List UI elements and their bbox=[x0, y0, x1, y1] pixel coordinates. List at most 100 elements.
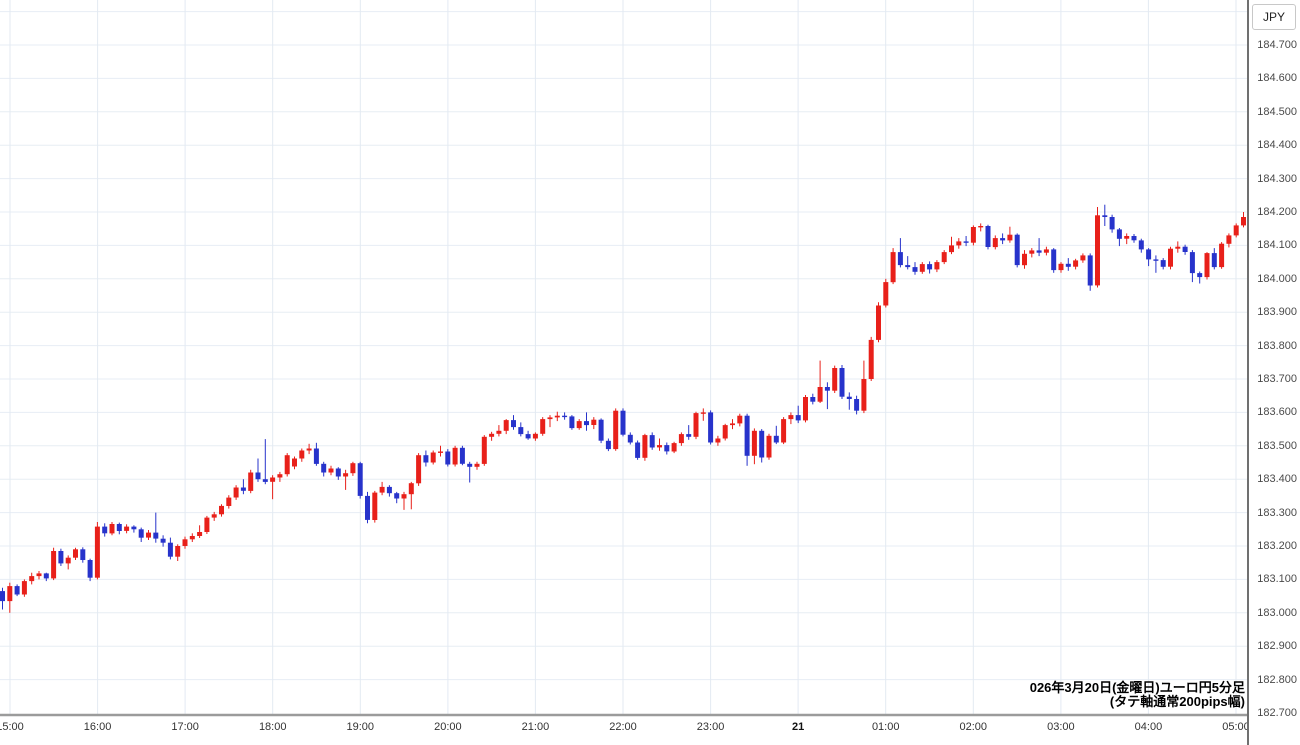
candle-up bbox=[146, 532, 151, 538]
time-tick-label: 23:00 bbox=[696, 721, 725, 733]
candle-down bbox=[445, 451, 451, 465]
candle-up bbox=[270, 477, 276, 482]
price-tick-label: 184.500 bbox=[1257, 106, 1297, 118]
candle-up bbox=[1080, 255, 1086, 261]
candle-up bbox=[496, 430, 502, 434]
candle-up bbox=[642, 435, 648, 458]
candle-up bbox=[219, 505, 224, 515]
candlestick-plot-area[interactable] bbox=[0, 0, 1248, 717]
candlestick-chart-svg bbox=[0, 0, 1248, 717]
candle-down bbox=[824, 387, 830, 391]
candle-up bbox=[1095, 215, 1100, 286]
time-tick-label: 05:00 bbox=[1222, 721, 1248, 733]
time-tick-label: 19:00 bbox=[346, 721, 375, 733]
candle-down bbox=[321, 463, 327, 473]
candle-down bbox=[759, 430, 765, 458]
candle-down bbox=[423, 455, 429, 463]
candle-down bbox=[627, 434, 633, 443]
candle-down bbox=[313, 448, 319, 464]
candle-down bbox=[459, 447, 465, 464]
candle-down bbox=[467, 463, 473, 467]
candle-up bbox=[941, 252, 947, 263]
candle-up bbox=[503, 420, 509, 431]
candle-up bbox=[832, 368, 838, 391]
candle-up bbox=[693, 413, 699, 437]
candle-down bbox=[58, 551, 64, 564]
candle-up bbox=[401, 494, 407, 499]
candle-up bbox=[613, 410, 619, 450]
candle-up bbox=[919, 264, 925, 272]
candle-down bbox=[846, 396, 852, 399]
candle-up bbox=[700, 412, 706, 414]
candle-up bbox=[65, 557, 71, 564]
candle-up bbox=[277, 474, 283, 478]
candle-up bbox=[876, 305, 881, 340]
candle-up bbox=[248, 472, 254, 491]
candle-up bbox=[182, 539, 188, 546]
price-tick-label: 182.700 bbox=[1257, 707, 1297, 719]
candle-up bbox=[1241, 217, 1246, 226]
candle-up bbox=[1233, 225, 1239, 236]
candle-up bbox=[890, 252, 896, 283]
candle-up bbox=[861, 379, 867, 411]
candle-up bbox=[306, 448, 312, 451]
candle-down bbox=[160, 538, 166, 543]
price-tick-label: 184.000 bbox=[1257, 273, 1297, 285]
candle-down bbox=[686, 434, 692, 437]
candle-up bbox=[751, 430, 757, 456]
candle-up bbox=[73, 549, 78, 558]
candle-down bbox=[335, 468, 341, 477]
candle-down bbox=[1065, 263, 1071, 267]
candle-down bbox=[1189, 252, 1195, 274]
candle-down bbox=[1051, 249, 1057, 271]
candle-up bbox=[576, 421, 582, 429]
candle-up bbox=[883, 282, 889, 306]
candle-down bbox=[839, 368, 845, 397]
time-tick-label: 18:00 bbox=[258, 721, 287, 733]
candle-down bbox=[985, 226, 991, 247]
candle-up bbox=[1124, 236, 1130, 239]
candle-up bbox=[730, 423, 735, 426]
time-tick-label: 21 bbox=[792, 721, 805, 733]
candle-up bbox=[197, 532, 203, 536]
candle-down bbox=[102, 526, 108, 534]
candle-down bbox=[905, 265, 911, 268]
candle-up bbox=[21, 581, 27, 595]
candle-down bbox=[1131, 236, 1137, 241]
candle-up bbox=[1043, 249, 1049, 253]
candle-up bbox=[722, 425, 728, 439]
candle-down bbox=[927, 264, 933, 270]
candle-up bbox=[591, 419, 597, 425]
time-tick-label: 01:00 bbox=[871, 721, 900, 733]
candle-down bbox=[365, 495, 370, 520]
candle-down bbox=[963, 241, 969, 243]
price-tick-label: 183.400 bbox=[1257, 473, 1297, 485]
candle-down bbox=[262, 479, 268, 482]
candle-up bbox=[226, 497, 232, 506]
candle-up bbox=[489, 433, 495, 437]
candle-up bbox=[109, 524, 115, 534]
time-tick-label: 22:00 bbox=[609, 721, 637, 733]
candle-up bbox=[175, 546, 181, 557]
candle-up bbox=[350, 463, 356, 474]
candle-down bbox=[116, 524, 122, 531]
price-tick-label: 183.800 bbox=[1257, 340, 1297, 352]
candle-up bbox=[372, 492, 378, 520]
time-tick-label: 17:00 bbox=[171, 721, 199, 733]
candle-up bbox=[554, 415, 560, 418]
candle-up bbox=[532, 433, 538, 439]
candle-up bbox=[715, 438, 721, 443]
time-tick-label: 04:00 bbox=[1134, 721, 1163, 733]
candle-down bbox=[1160, 260, 1166, 267]
candle-down bbox=[43, 573, 49, 579]
candle-down bbox=[167, 542, 173, 557]
candle-up bbox=[284, 455, 290, 475]
candle-down bbox=[80, 549, 86, 560]
candle-up bbox=[452, 447, 458, 465]
candle-down bbox=[708, 412, 714, 443]
time-tick-label: 21:00 bbox=[521, 721, 550, 733]
time-tick-label: 15:00 bbox=[0, 721, 24, 733]
candle-down bbox=[357, 463, 363, 496]
price-tick-label: 183.300 bbox=[1257, 507, 1297, 519]
candle-up bbox=[438, 451, 443, 453]
